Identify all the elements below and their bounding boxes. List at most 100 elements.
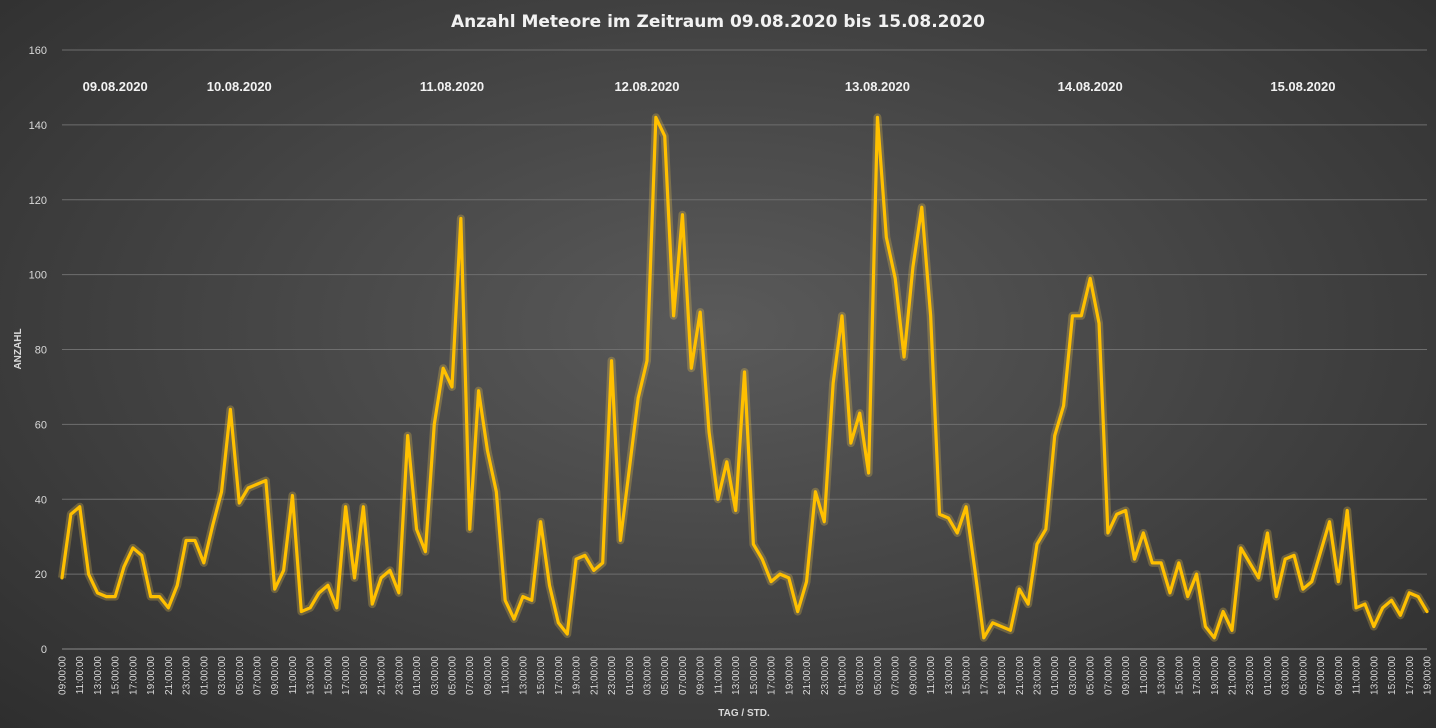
data-point xyxy=(105,595,108,598)
data-point xyxy=(1310,580,1313,583)
data-point xyxy=(796,610,799,613)
x-tick-label: 05:00:00 xyxy=(660,656,671,695)
x-tick-label: 13:00:00 xyxy=(944,656,955,695)
data-point xyxy=(327,584,329,587)
data-point xyxy=(965,505,967,508)
data-point xyxy=(194,539,196,542)
data-point xyxy=(468,528,471,530)
y-tick-label: 20 xyxy=(35,569,47,581)
data-point xyxy=(1257,577,1260,579)
data-point xyxy=(974,569,976,572)
x-tick-label: 13:00:00 xyxy=(306,656,317,695)
y-axis-label: ANZAHL xyxy=(13,328,24,369)
x-tick-label: 11:00:00 xyxy=(713,656,724,695)
x-tick-label: 09:00:00 xyxy=(483,656,494,695)
x-tick-label: 19:00:00 xyxy=(146,656,157,695)
data-point xyxy=(548,584,551,587)
x-tick-label: 05:00:00 xyxy=(1298,656,1309,695)
data-point xyxy=(256,483,258,486)
data-point xyxy=(211,524,214,527)
data-point xyxy=(655,116,657,119)
x-tick-label: 15:00:00 xyxy=(111,656,122,695)
data-point xyxy=(1275,595,1278,598)
x-tick-label: 03:00:00 xyxy=(855,656,866,695)
data-point xyxy=(1195,573,1198,575)
data-point xyxy=(894,277,896,280)
data-point xyxy=(1169,592,1171,594)
data-point xyxy=(1186,595,1189,598)
x-tick-label: 15:00:00 xyxy=(323,656,334,695)
data-point xyxy=(566,633,569,635)
data-point xyxy=(140,554,143,557)
data-point xyxy=(1373,625,1375,628)
data-point xyxy=(149,595,152,598)
y-tick-label: 140 xyxy=(29,120,47,132)
x-tick-label: 05:00:00 xyxy=(1086,656,1097,695)
data-point xyxy=(584,554,586,557)
data-point xyxy=(1124,509,1127,512)
data-point xyxy=(362,505,365,508)
x-tick-label: 11:00:00 xyxy=(926,656,937,695)
x-tick-label: 05:00:00 xyxy=(235,656,246,695)
data-point xyxy=(1107,532,1109,534)
x-tick-label: 23:00:00 xyxy=(182,656,193,695)
data-point xyxy=(132,547,134,549)
x-tick-label: 03:00:00 xyxy=(1281,656,1292,695)
data-point xyxy=(539,520,542,523)
data-point xyxy=(725,461,728,463)
x-tick-label: 07:00:00 xyxy=(1103,656,1114,695)
x-tick-label: 07:00:00 xyxy=(678,656,689,695)
data-point xyxy=(850,442,852,444)
x-tick-label: 09:00:00 xyxy=(908,656,919,695)
day-label: 09.08.2020 xyxy=(83,79,148,94)
data-point xyxy=(1000,625,1003,628)
data-point xyxy=(672,315,675,317)
data-point xyxy=(442,367,444,370)
y-tick-label: 80 xyxy=(35,345,47,357)
data-point xyxy=(1062,404,1065,407)
data-point xyxy=(495,490,498,493)
x-tick-label: 01:00:00 xyxy=(625,656,636,695)
x-tick-label: 03:00:00 xyxy=(1068,656,1079,695)
data-point xyxy=(1346,509,1349,512)
data-point xyxy=(646,359,648,362)
gridlines xyxy=(62,49,1427,650)
data-point xyxy=(770,580,772,583)
x-tick-label: 01:00:00 xyxy=(1050,656,1061,695)
data-point xyxy=(1381,607,1384,609)
data-point xyxy=(779,573,781,575)
data-point xyxy=(291,494,294,497)
data-point xyxy=(912,266,914,268)
data-point xyxy=(114,595,116,598)
data-point xyxy=(273,588,276,590)
data-point xyxy=(1302,588,1304,590)
x-tick-label: 15:00:00 xyxy=(962,656,973,695)
data-point xyxy=(389,569,391,572)
y-tick-label: 0 xyxy=(41,644,47,656)
x-tick-label: 17:00:00 xyxy=(554,656,565,695)
data-point xyxy=(1204,625,1207,628)
x-tick-label: 19:00:00 xyxy=(1423,656,1434,695)
data-point xyxy=(929,315,932,317)
data-point xyxy=(1213,636,1216,639)
x-tick-label: 09:00:00 xyxy=(696,656,707,695)
data-point xyxy=(1337,580,1340,583)
x-tick-label: 21:00:00 xyxy=(1228,656,1239,695)
data-point xyxy=(229,408,232,411)
data-point xyxy=(353,577,356,579)
data-point xyxy=(123,565,125,568)
x-tick-label: 15:00:00 xyxy=(536,656,547,695)
data-point xyxy=(983,636,985,639)
x-tick-label: 07:00:00 xyxy=(465,656,476,695)
data-point xyxy=(557,621,560,624)
data-point xyxy=(1266,532,1269,534)
x-tick-label: 17:00:00 xyxy=(979,656,990,695)
data-point xyxy=(1151,562,1154,564)
data-point xyxy=(433,423,436,426)
data-point xyxy=(832,382,834,384)
series-line xyxy=(60,115,1429,640)
data-point xyxy=(1328,520,1331,523)
data-point xyxy=(1053,434,1056,437)
data-point xyxy=(681,213,684,216)
data-point xyxy=(956,532,959,534)
